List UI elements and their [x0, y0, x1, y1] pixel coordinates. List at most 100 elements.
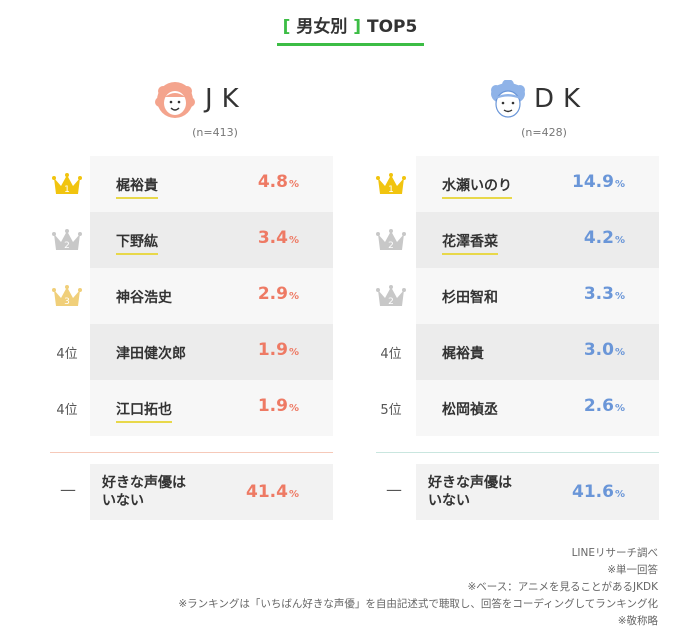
percentage-value: 41.4% [246, 482, 299, 502]
voice-actor-name: 松岡禎丞 [442, 402, 498, 418]
bronze-crown-icon: 3 [52, 285, 82, 307]
rank-number: 1 [388, 185, 394, 195]
panel-jk: JK (n=413) 1 梶裕貴 4.8% 2 [40, 80, 360, 530]
rank-number: 3 [64, 297, 70, 307]
footnote-honorifics: ※敬称略 [617, 615, 658, 627]
rank-dash: — [386, 480, 402, 499]
ranking-rows: 1 梶裕貴 4.8% 2 下野紘 3.4% [40, 156, 360, 436]
title-bracket-open: [ [282, 17, 291, 37]
no-favorite-line1: 好きな声優は [428, 475, 512, 491]
unit-label: % [288, 179, 299, 190]
boy-face-icon [491, 80, 525, 118]
title-bracket-close: ] [353, 17, 362, 37]
group-label: DK [534, 84, 590, 114]
value-number: 3.0 [583, 340, 614, 360]
row-cell: 下野紘 3.4% [90, 212, 333, 268]
footnote-base: ※ベース：アニメを見ることがあるJKDK [467, 581, 658, 593]
value-number: 4.8 [257, 172, 288, 192]
row-cell: 花澤香菜 4.2% [416, 212, 659, 268]
panel-header: JK (n=413) [40, 80, 360, 140]
table-row: 2 花澤香菜 4.2% [366, 212, 686, 268]
gold-crown-icon: 1 [52, 173, 82, 195]
table-row: 3 神谷浩史 2.9% [40, 268, 360, 324]
rank-cell: 2 [366, 212, 416, 268]
voice-actor-name: 杉田智和 [442, 290, 498, 306]
rank-label: 5位 [380, 402, 402, 418]
row-cell: 神谷浩史 2.9% [90, 268, 333, 324]
rank-label: 4位 [56, 402, 78, 418]
section-divider [50, 452, 333, 453]
silver-crown-icon: 2 [376, 285, 406, 307]
voice-actor-name: 梶裕貴 [442, 346, 484, 362]
unit-label: % [288, 291, 299, 302]
unit-label: % [614, 489, 625, 500]
rank-number: 2 [388, 297, 394, 307]
voice-actor-name: 江口拓也 [116, 399, 172, 423]
rank-cell: 1 [42, 156, 92, 212]
voice-actor-name: 花澤香菜 [442, 231, 498, 255]
rank-cell: 1 [366, 156, 416, 212]
title-main: 男女別 [296, 17, 348, 37]
rank-dash: — [60, 480, 76, 499]
voice-actor-name: 水瀬いのり [442, 175, 512, 199]
voice-actor-name: 津田健次郎 [116, 346, 186, 362]
unit-label: % [614, 179, 625, 190]
rank-number: 2 [64, 241, 70, 251]
row-cell: 好きな声優は いない 41.6% [416, 464, 659, 520]
no-favorite-line1: 好きな声優は [102, 475, 186, 491]
unit-label: % [614, 235, 625, 246]
percentage-value: 4.8% [258, 172, 299, 192]
rank-label: 4位 [380, 346, 402, 362]
no-favorite-line2: いない [428, 493, 470, 509]
percentage-value: 2.9% [258, 284, 299, 304]
unit-label: % [614, 403, 625, 414]
silver-crown-icon: 2 [52, 229, 82, 251]
silver-crown-icon: 2 [376, 229, 406, 251]
table-row: 2 杉田智和 3.3% [366, 268, 686, 324]
girl-face-icon [155, 82, 195, 118]
footnote-single-answer: ※単一回答 [607, 564, 658, 576]
table-row: 4位 江口拓也 1.9% [40, 380, 360, 436]
rank-cell: 2 [42, 212, 92, 268]
table-row: 1 梶裕貴 4.8% [40, 156, 360, 212]
value-number: 4.2 [583, 228, 614, 248]
ranking-rows: 1 水瀬いのり 14.9% 2 花澤香菜 4.2% [366, 156, 686, 436]
rank-number: 2 [388, 241, 394, 251]
value-number: 41.6 [572, 482, 614, 502]
panel-header: DK (n=428) [366, 80, 686, 140]
unit-label: % [288, 489, 299, 500]
table-row: 4位 津田健次郎 1.9% [40, 324, 360, 380]
voice-actor-name: 下野紘 [116, 231, 158, 255]
footnote-source: LINEリサーチ調べ [571, 547, 658, 559]
footnotes: LINEリサーチ調べ ※単一回答 ※ベース：アニメを見ることがあるJKDK ※ラ… [178, 545, 658, 630]
value-number: 1.9 [257, 396, 288, 416]
unit-label: % [288, 235, 299, 246]
rank-cell: 3 [42, 268, 92, 324]
value-number: 2.6 [583, 396, 614, 416]
no-favorite-label: 好きな声優は いない [428, 474, 548, 510]
percentage-value: 2.6% [584, 396, 625, 416]
voice-actor-name: 神谷浩史 [116, 290, 172, 306]
row-cell: 江口拓也 1.9% [90, 380, 333, 436]
panel-dk: DK (n=428) 1 水瀬いのり 14.9% 2 [366, 80, 686, 530]
no-favorite-row: — 好きな声優は いない 41.6% [366, 464, 686, 520]
group-label: JK [205, 84, 248, 114]
percentage-value: 3.3% [584, 284, 625, 304]
row-cell: 松岡禎丞 2.6% [416, 380, 659, 436]
value-number: 3.3 [583, 284, 614, 304]
rank-cell: 2 [366, 268, 416, 324]
percentage-value: 4.2% [584, 228, 625, 248]
unit-label: % [614, 291, 625, 302]
row-cell: 梶裕貴 4.8% [90, 156, 333, 212]
unit-label: % [288, 403, 299, 414]
no-favorite-line2: いない [102, 493, 144, 509]
row-cell: 津田健次郎 1.9% [90, 324, 333, 380]
percentage-value: 3.4% [258, 228, 299, 248]
percentage-value: 14.9% [572, 172, 625, 192]
value-number: 3.4 [257, 228, 288, 248]
row-cell: 杉田智和 3.3% [416, 268, 659, 324]
no-favorite-row: — 好きな声優は いない 41.4% [40, 464, 360, 520]
value-number: 41.4 [246, 482, 288, 502]
value-number: 1.9 [257, 340, 288, 360]
table-row: 2 下野紘 3.4% [40, 212, 360, 268]
